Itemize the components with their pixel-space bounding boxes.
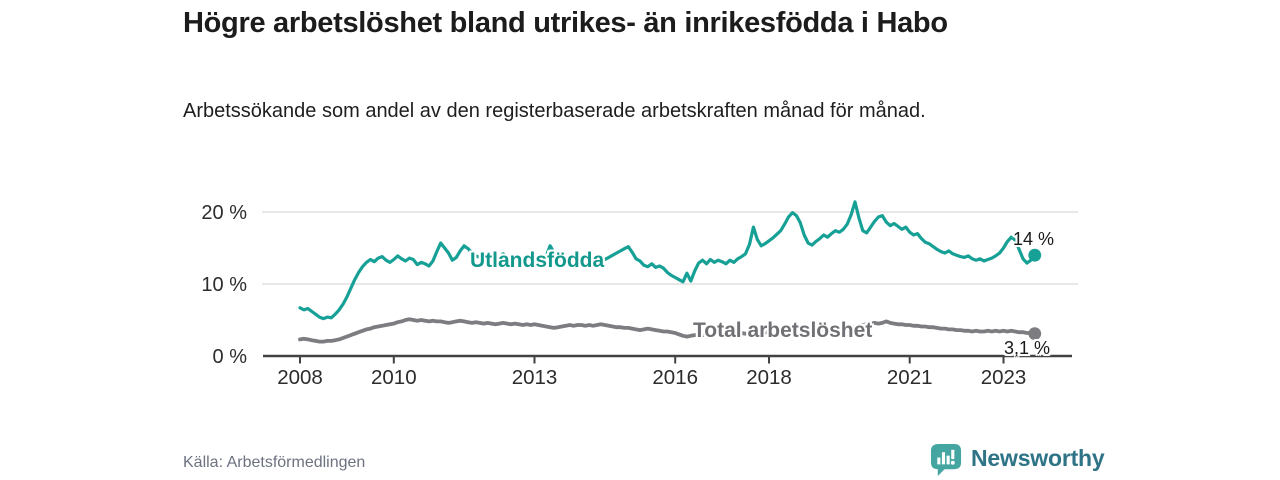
x-axis-label-2016: 2016 bbox=[652, 366, 698, 389]
y-axis-label-20: 20 % bbox=[201, 202, 247, 224]
end-value-label-utlandsfodda: 14 % bbox=[1013, 229, 1055, 249]
x-axis-label-2018: 2018 bbox=[746, 366, 792, 389]
newsworthy-logo-icon bbox=[930, 443, 962, 477]
page-title: Högre arbetslöshet bland utrikes- än inr… bbox=[183, 7, 948, 39]
x-axis-label-2021: 2021 bbox=[887, 366, 933, 389]
series-end-dot-1 bbox=[1028, 327, 1042, 341]
logo-bubble bbox=[930, 443, 962, 477]
x-axis-label-2008: 2008 bbox=[277, 366, 323, 389]
x-axis-label-2023: 2023 bbox=[981, 366, 1027, 389]
y-axis-label-10: 10 % bbox=[201, 274, 247, 296]
logo-bars bbox=[937, 449, 955, 465]
series-line-0 bbox=[298, 200, 1037, 321]
series-line-1 bbox=[298, 317, 1037, 344]
x-axis-label-2010: 2010 bbox=[371, 366, 417, 389]
y-axis-label-0: 0 % bbox=[213, 346, 248, 368]
series-end-dot-0 bbox=[1028, 248, 1042, 262]
x-axis-label-2013: 2013 bbox=[512, 366, 558, 389]
series-label-utlandsfodda: Utlandsfödda bbox=[470, 249, 605, 272]
series-label-total-arbetsloshet: Total arbetslöshet bbox=[693, 319, 873, 342]
end-value-label-total: 3,1 % bbox=[1004, 338, 1051, 358]
source-note: Källa: Arbetsförmedlingen bbox=[183, 454, 366, 471]
newsworthy-brand-text: Newsworthy bbox=[971, 445, 1105, 471]
chart-subtitle: Arbetssökande som andel av den registerb… bbox=[183, 100, 926, 122]
